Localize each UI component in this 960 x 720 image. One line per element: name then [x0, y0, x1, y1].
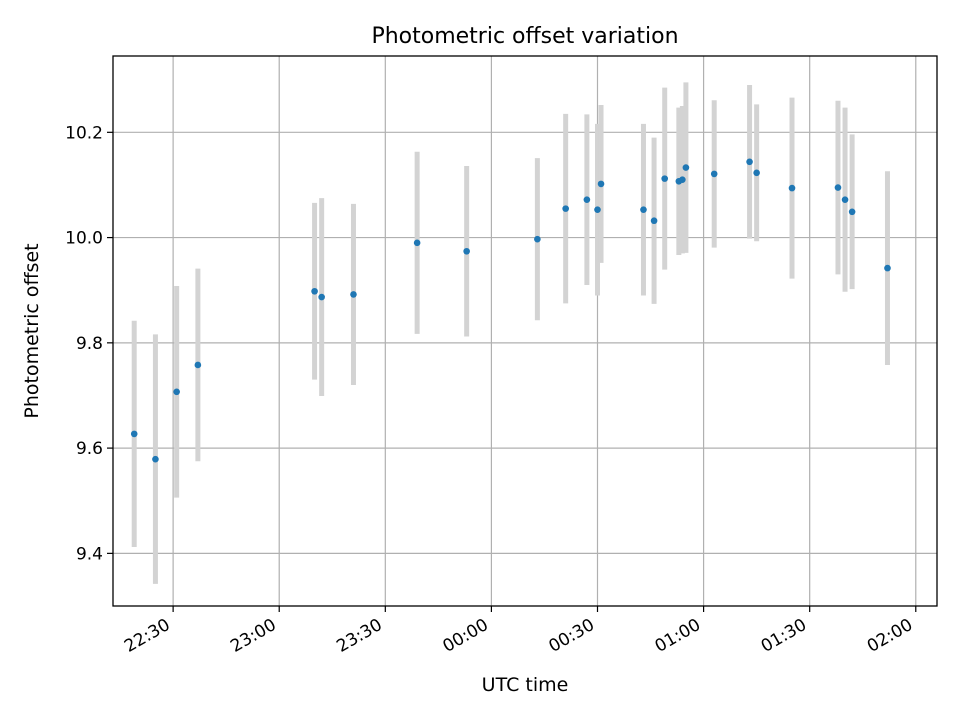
- data-point: [788, 184, 796, 192]
- data-point: [679, 176, 686, 183]
- data-point: [583, 196, 591, 203]
- y-tick-label: 10.0: [65, 229, 103, 249]
- data-point: [710, 170, 718, 178]
- data-point: [597, 180, 605, 188]
- plot-frame: [112, 55, 938, 607]
- data-points: [130, 158, 891, 463]
- data-point: [841, 196, 849, 203]
- data-point: [413, 239, 421, 247]
- x-tick-label: 22:30: [121, 615, 173, 657]
- data-point: [682, 164, 690, 171]
- axis-ticks: 22:30 23:00 23:30 00:00 00:30 01:00 01:30 02:00…: [65, 123, 917, 657]
- error-bars: [131, 82, 890, 584]
- data-point: [350, 291, 357, 298]
- data-point: [562, 205, 569, 212]
- y-tick-label: 9.8: [76, 334, 103, 354]
- x-tick-label: 00:30: [546, 615, 598, 657]
- data-point: [194, 361, 202, 369]
- data-point: [834, 184, 842, 191]
- data-point: [640, 206, 647, 213]
- data-point: [746, 158, 753, 166]
- chart-title: Photometric offset variation: [371, 24, 678, 49]
- y-axis-label: Photometric offset: [21, 243, 43, 418]
- data-point: [650, 217, 658, 225]
- data-point: [130, 430, 138, 438]
- x-tick-label: 02:00: [864, 615, 916, 657]
- data-point: [318, 293, 325, 301]
- data-point: [753, 169, 760, 177]
- data-point: [848, 208, 856, 216]
- data-point: [173, 388, 180, 396]
- y-tick-label: 10.2: [65, 123, 103, 143]
- x-tick-label: 23:00: [227, 615, 279, 657]
- data-point: [534, 235, 541, 243]
- data-point: [661, 175, 668, 182]
- x-tick-label: 01:00: [652, 615, 704, 657]
- data-point: [884, 264, 891, 272]
- x-axis-label: UTC time: [482, 674, 569, 696]
- data-point: [311, 287, 318, 295]
- data-point: [463, 247, 470, 255]
- x-tick-label: 01:30: [758, 615, 810, 657]
- x-tick-label: 23:30: [333, 615, 385, 657]
- data-point: [594, 206, 601, 213]
- y-tick-label: 9.6: [76, 439, 103, 459]
- data-point: [152, 455, 159, 463]
- x-tick-label: 00:00: [439, 615, 491, 657]
- y-tick-label: 9.4: [76, 544, 103, 564]
- grid: [113, 56, 937, 606]
